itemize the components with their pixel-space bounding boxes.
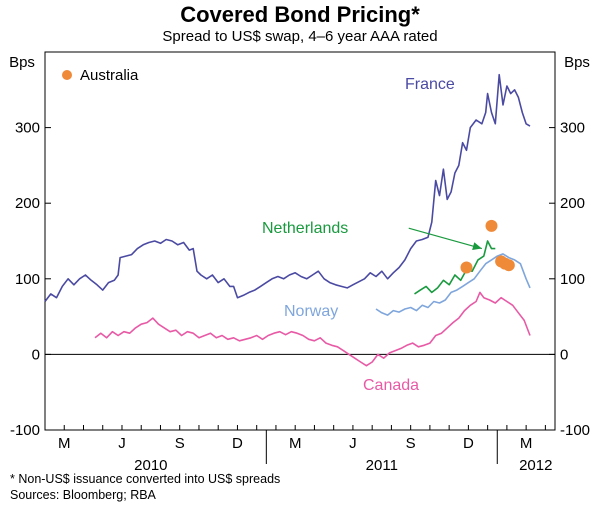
left-axis-unit: Bps [9, 54, 35, 71]
y-tick-label-left: 100 [15, 271, 40, 288]
y-tick-label-right: 200 [560, 195, 585, 212]
australia-legend-marker [62, 70, 72, 80]
series-line-canada [94, 291, 531, 367]
x-year-label: 2012 [519, 457, 552, 474]
right-axis-unit: Bps [564, 54, 590, 71]
netherlands-series-label: Netherlands [262, 220, 348, 237]
y-tick-label-right: 100 [560, 271, 585, 288]
x-tick-label: J [349, 435, 357, 452]
australia-point [460, 261, 473, 274]
x-tick-label: J [118, 435, 126, 452]
x-tick-label: D [232, 435, 243, 452]
x-tick-label: S [406, 435, 416, 452]
y-tick-label-right: -100 [560, 422, 590, 439]
y-tick-label-left: 200 [15, 195, 40, 212]
plot-frame [44, 51, 556, 431]
x-tick-label: D [463, 435, 474, 452]
series-line-france [44, 73, 531, 302]
x-year-label: 2010 [134, 457, 167, 474]
australia-point [502, 259, 515, 272]
x-tick-label: S [175, 435, 185, 452]
y-tick-label-right: 300 [560, 120, 585, 137]
chart-title: Covered Bond Pricing* [180, 2, 420, 27]
france-series-label: France [405, 76, 455, 93]
netherlands-arrow-head [472, 242, 482, 250]
canada-series-label: Canada [363, 377, 419, 394]
y-tick-label-left: -100 [10, 422, 40, 439]
chart-subtitle: Spread to US$ swap, 4–6 year AAA rated [162, 28, 438, 45]
x-tick-label: M [58, 435, 71, 452]
series-line-netherlands [414, 240, 496, 295]
australia-point [485, 219, 498, 232]
footnote-sources: Sources: Bloomberg; RBA [10, 488, 156, 502]
y-tick-label-right: 0 [560, 346, 568, 363]
x-tick-label: M [520, 435, 533, 452]
x-tick-label: M [289, 435, 302, 452]
y-tick-label-left: 0 [32, 346, 40, 363]
norway-series-label: Norway [284, 303, 338, 320]
x-year-label: 2011 [366, 457, 398, 474]
australia-legend-label: Australia [80, 67, 139, 84]
netherlands-arrow-line [408, 227, 483, 250]
footnote-note: * Non-US$ issuance converted into US$ sp… [10, 472, 281, 486]
series-line-norway [375, 253, 531, 316]
y-tick-label-left: 300 [15, 120, 40, 137]
